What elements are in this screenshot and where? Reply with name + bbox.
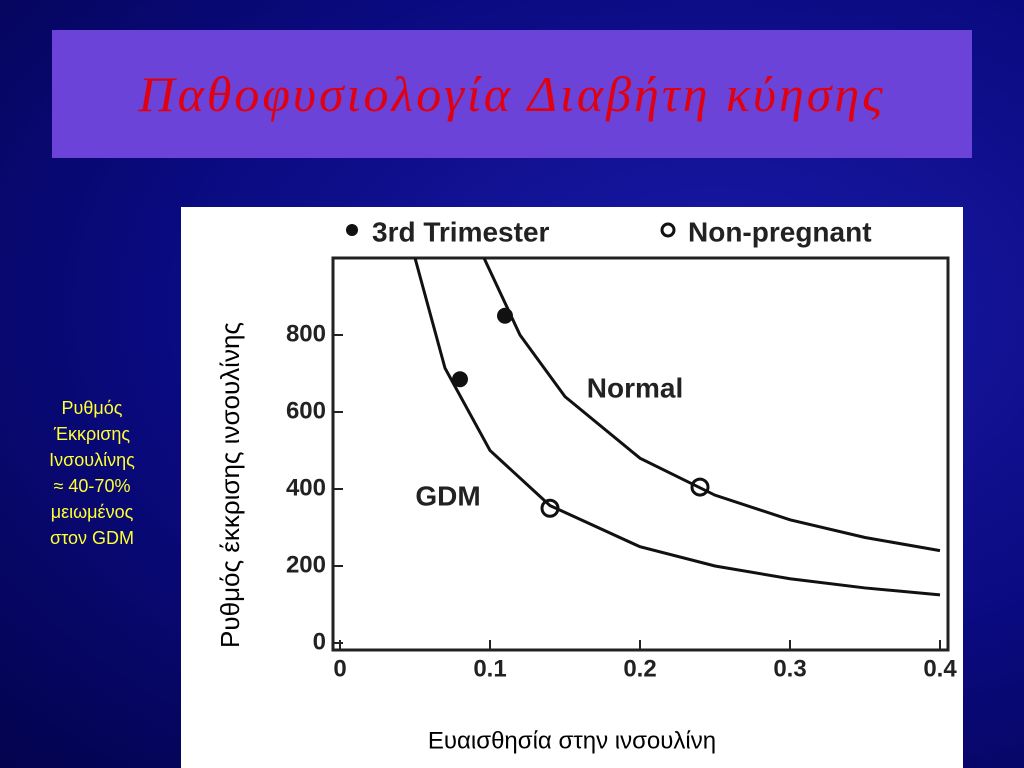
x-axis-label: Ευαισθησία στην ινσουλίνη bbox=[428, 727, 716, 754]
side-note-line: ≈ 40-70% bbox=[53, 476, 131, 496]
legend-marker bbox=[660, 222, 676, 238]
x-tick-label: 0.3 bbox=[773, 655, 806, 682]
x-tick-label: 0.1 bbox=[473, 655, 506, 682]
side-note: Ρυθμός Έκκρισης Ινσουλίνης ≈ 40-70% μειωμένο… bbox=[22, 395, 162, 551]
curve-label: GDM bbox=[415, 480, 480, 511]
y-tick-label: 800 bbox=[286, 320, 326, 347]
x-tick-label: 0.4 bbox=[923, 655, 957, 682]
side-note-line: Έκκρισης bbox=[53, 424, 131, 444]
side-note-line: Ινσουλίνης bbox=[49, 450, 135, 470]
slide-title: Παθοφυσιολογία Διαβήτη κύησης bbox=[138, 66, 886, 122]
curve-label: Normal bbox=[587, 372, 683, 403]
y-tick-label: 600 bbox=[286, 397, 326, 424]
side-note-line: μειωμένος bbox=[50, 502, 134, 522]
point bbox=[690, 477, 710, 497]
title-box: Παθοφυσιολογία Διαβήτη κύησης bbox=[52, 30, 972, 158]
legend-label: 3rd Trimester bbox=[372, 216, 550, 247]
x-tick-label: 0 bbox=[333, 655, 346, 682]
side-note-line: στον GDM bbox=[50, 528, 134, 548]
y-tick-label: 400 bbox=[286, 474, 326, 501]
y-tick-label: 0 bbox=[313, 628, 326, 655]
y-tick-label: 200 bbox=[286, 551, 326, 578]
point bbox=[497, 307, 513, 324]
curve bbox=[482, 258, 941, 553]
chart-background bbox=[181, 207, 963, 768]
point bbox=[540, 498, 560, 518]
y-axis-label: Ρυθμός έκκρισης ινσουλίνης bbox=[215, 322, 245, 648]
x-tick-label: 0.2 bbox=[623, 655, 656, 682]
curve bbox=[413, 258, 941, 597]
legend-marker bbox=[346, 224, 358, 236]
legend-label: Non-pregnant bbox=[688, 216, 872, 247]
side-note-line: Ρυθμός bbox=[61, 398, 123, 418]
point bbox=[452, 371, 468, 388]
